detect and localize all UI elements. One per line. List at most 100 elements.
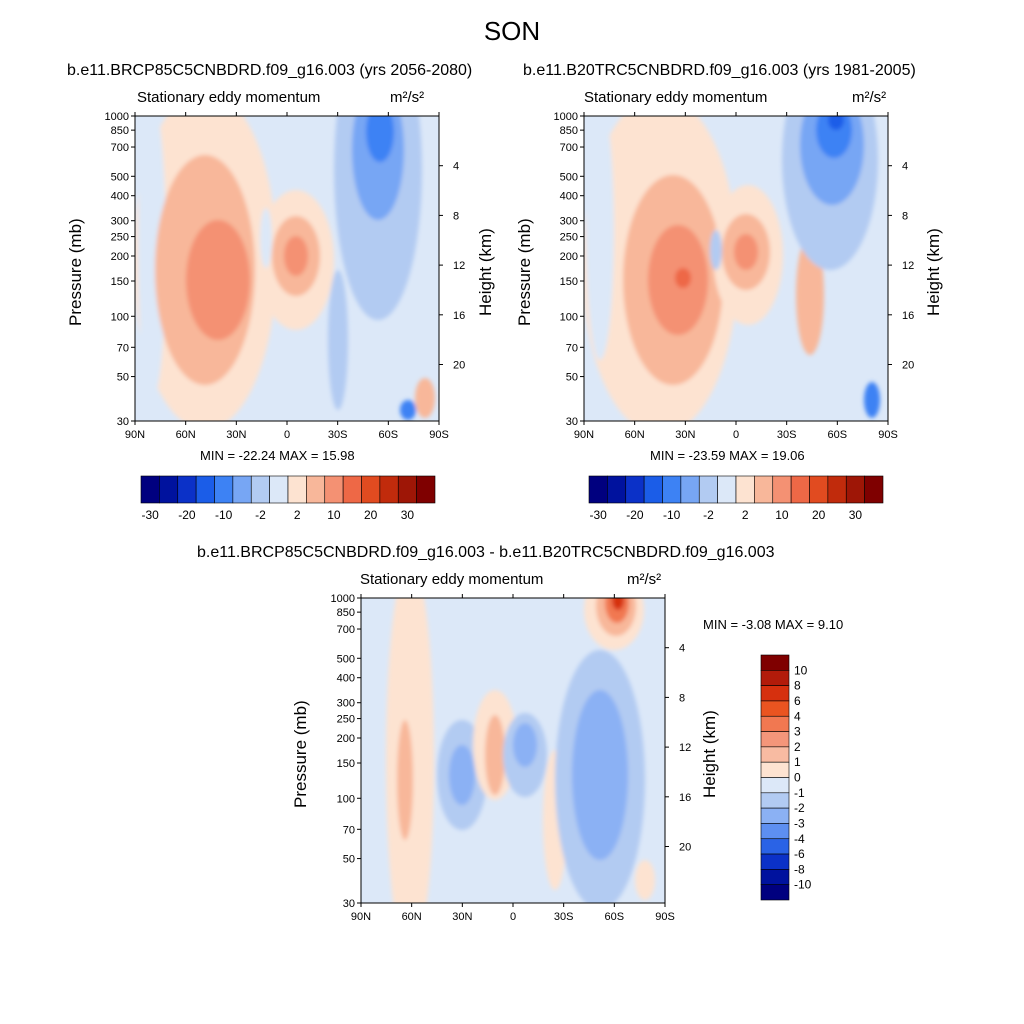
colorbar-2-swatch <box>735 475 755 504</box>
colorbar-1-swatch <box>287 475 307 504</box>
colorbar-1-label: -20 <box>178 508 196 522</box>
panel-2-left-label: Stationary eddy momentum <box>584 89 768 106</box>
colorbar-3-swatch <box>760 853 790 870</box>
colorbar-2-swatch <box>790 475 810 504</box>
colorbar-1-swatch <box>379 475 399 504</box>
panel-3-sh-negative-core <box>572 690 628 860</box>
panel-1-minmax: MIN = -22.24 MAX = 15.98 <box>200 448 355 463</box>
y-tick-label: 100 <box>111 311 129 323</box>
colorbar-3-label: -4 <box>794 832 805 846</box>
colorbar-1-swatch <box>232 475 252 504</box>
colorbar-3-swatch <box>760 731 790 748</box>
colorbar-3-label: -8 <box>794 862 805 876</box>
y-tick-label: 150 <box>337 758 355 770</box>
colorbar-2-label: -30 <box>590 508 608 522</box>
panel-3-nh-positive-core <box>397 720 413 840</box>
x-tick-label: 0 <box>733 429 739 441</box>
y-tick-label: 300 <box>111 216 129 228</box>
y-tick-label: 250 <box>111 232 129 244</box>
x-tick-label: 60S <box>379 429 399 441</box>
colorbar-layer: -30 -20 -10 -2 2 10 20 30 -30 -20 -10 -2 2 10 20 301086… <box>140 475 884 901</box>
x-tick-label: 30S <box>554 911 574 923</box>
y-tick-label: 200 <box>337 733 355 745</box>
y-tick-label: 400 <box>111 191 129 203</box>
x-tick-label: 30N <box>226 429 246 441</box>
y-tick-label: 30 <box>117 416 129 428</box>
x-tick-label: 30S <box>328 429 348 441</box>
colorbar-2-swatch <box>607 475 627 504</box>
panel-2-sh-negative-core <box>816 116 852 158</box>
y2-tick-label: 8 <box>453 210 459 222</box>
x-tick-label: 60S <box>828 429 848 441</box>
colorbar-1-swatch <box>250 475 270 504</box>
y-tick-label: 500 <box>111 171 129 183</box>
colorbar-3-swatch <box>760 670 790 686</box>
panel-3-left-label: Stationary eddy momentum <box>360 571 544 588</box>
colorbar-2-swatch <box>625 475 645 504</box>
y2-tick-label: 12 <box>679 742 691 754</box>
colorbar-3-label: -1 <box>794 786 805 800</box>
x-tick-label: 90S <box>429 429 449 441</box>
axes-layer: 3050701001502002503004005007008501000481… <box>105 111 915 923</box>
panel-3-equatorial-negative-core <box>513 723 537 767</box>
colorbar-3-label: 8 <box>794 679 801 693</box>
y-tick-label: 250 <box>560 232 578 244</box>
colorbar-3-label: 6 <box>794 694 801 708</box>
colorbar-3-swatch <box>760 823 790 840</box>
panel-2-tropical-core <box>734 234 758 270</box>
y-tick-label: 30 <box>343 898 355 910</box>
colorbar-3-label: 0 <box>794 771 801 785</box>
panel-2-field <box>583 115 889 422</box>
colorbar-2-swatch <box>717 475 737 504</box>
colorbar-2-swatch <box>643 475 663 504</box>
colorbar-1-swatch <box>324 475 344 504</box>
y-tick-label: 850 <box>560 125 578 137</box>
y-tick-label: 1000 <box>331 593 355 605</box>
colorbar-3-swatch <box>760 685 790 702</box>
panel-1-sh-negative-core <box>366 116 394 162</box>
x-tick-label: 0 <box>510 911 516 923</box>
y-tick-label: 250 <box>337 714 355 726</box>
y2-tick-label: 16 <box>902 310 914 322</box>
colorbar-3-swatch <box>760 700 790 717</box>
x-tick-label: 60N <box>402 911 422 923</box>
y-tick-label: 70 <box>343 824 355 836</box>
panel-3-field <box>360 597 666 904</box>
y-tick-label: 100 <box>560 311 578 323</box>
panel-3-nh-negative-core <box>449 745 475 805</box>
panel-1-low-negative <box>328 270 348 410</box>
y-tick-label: 200 <box>560 251 578 263</box>
panel-2-equatorial-negative <box>710 230 722 270</box>
y2-tick-label: 8 <box>679 692 685 704</box>
colorbar-2-label: -10 <box>663 508 681 522</box>
panel-3-strat-positive-core <box>612 598 624 610</box>
panel-1-polar-negative <box>138 116 166 400</box>
x-tick-label: 30N <box>452 911 472 923</box>
y-tick-label: 70 <box>566 342 578 354</box>
x-tick-label: 30N <box>675 429 695 441</box>
colorbar-3-swatch <box>760 792 790 809</box>
colorbar-3-label: -6 <box>794 847 805 861</box>
colorbar-2-swatch <box>662 475 682 504</box>
y2-tick-label: 4 <box>902 161 908 173</box>
colorbar-3-swatch <box>760 777 790 794</box>
colorbar-2-label: 10 <box>775 508 789 522</box>
x-tick-label: 0 <box>284 429 290 441</box>
colorbar-3-swatch <box>760 654 790 671</box>
panel-3-polar-positive <box>635 860 655 900</box>
panel-3-units: m²/s² <box>627 571 662 588</box>
y-tick-label: 700 <box>560 142 578 154</box>
y-tick-label: 850 <box>111 125 129 137</box>
colorbar-2-label: -2 <box>703 508 714 522</box>
y-tick-label: 500 <box>337 653 355 665</box>
colorbar-2-swatch <box>772 475 792 504</box>
colorbar-2-label: 2 <box>742 508 749 522</box>
colorbar-2-label: 20 <box>812 508 826 522</box>
colorbar-2-label: -20 <box>626 508 644 522</box>
y2-tick-label: 16 <box>453 310 465 322</box>
panel-1-title: b.e11.BRCP85C5CNBDRD.f09_g16.003 (yrs 20… <box>67 62 473 79</box>
panel-3-tropical-positive-mid <box>485 715 505 795</box>
colorbar-3-label: -3 <box>794 816 805 830</box>
panel-1-units: m²/s² <box>390 89 425 106</box>
colorbar-1-swatch <box>177 475 197 504</box>
